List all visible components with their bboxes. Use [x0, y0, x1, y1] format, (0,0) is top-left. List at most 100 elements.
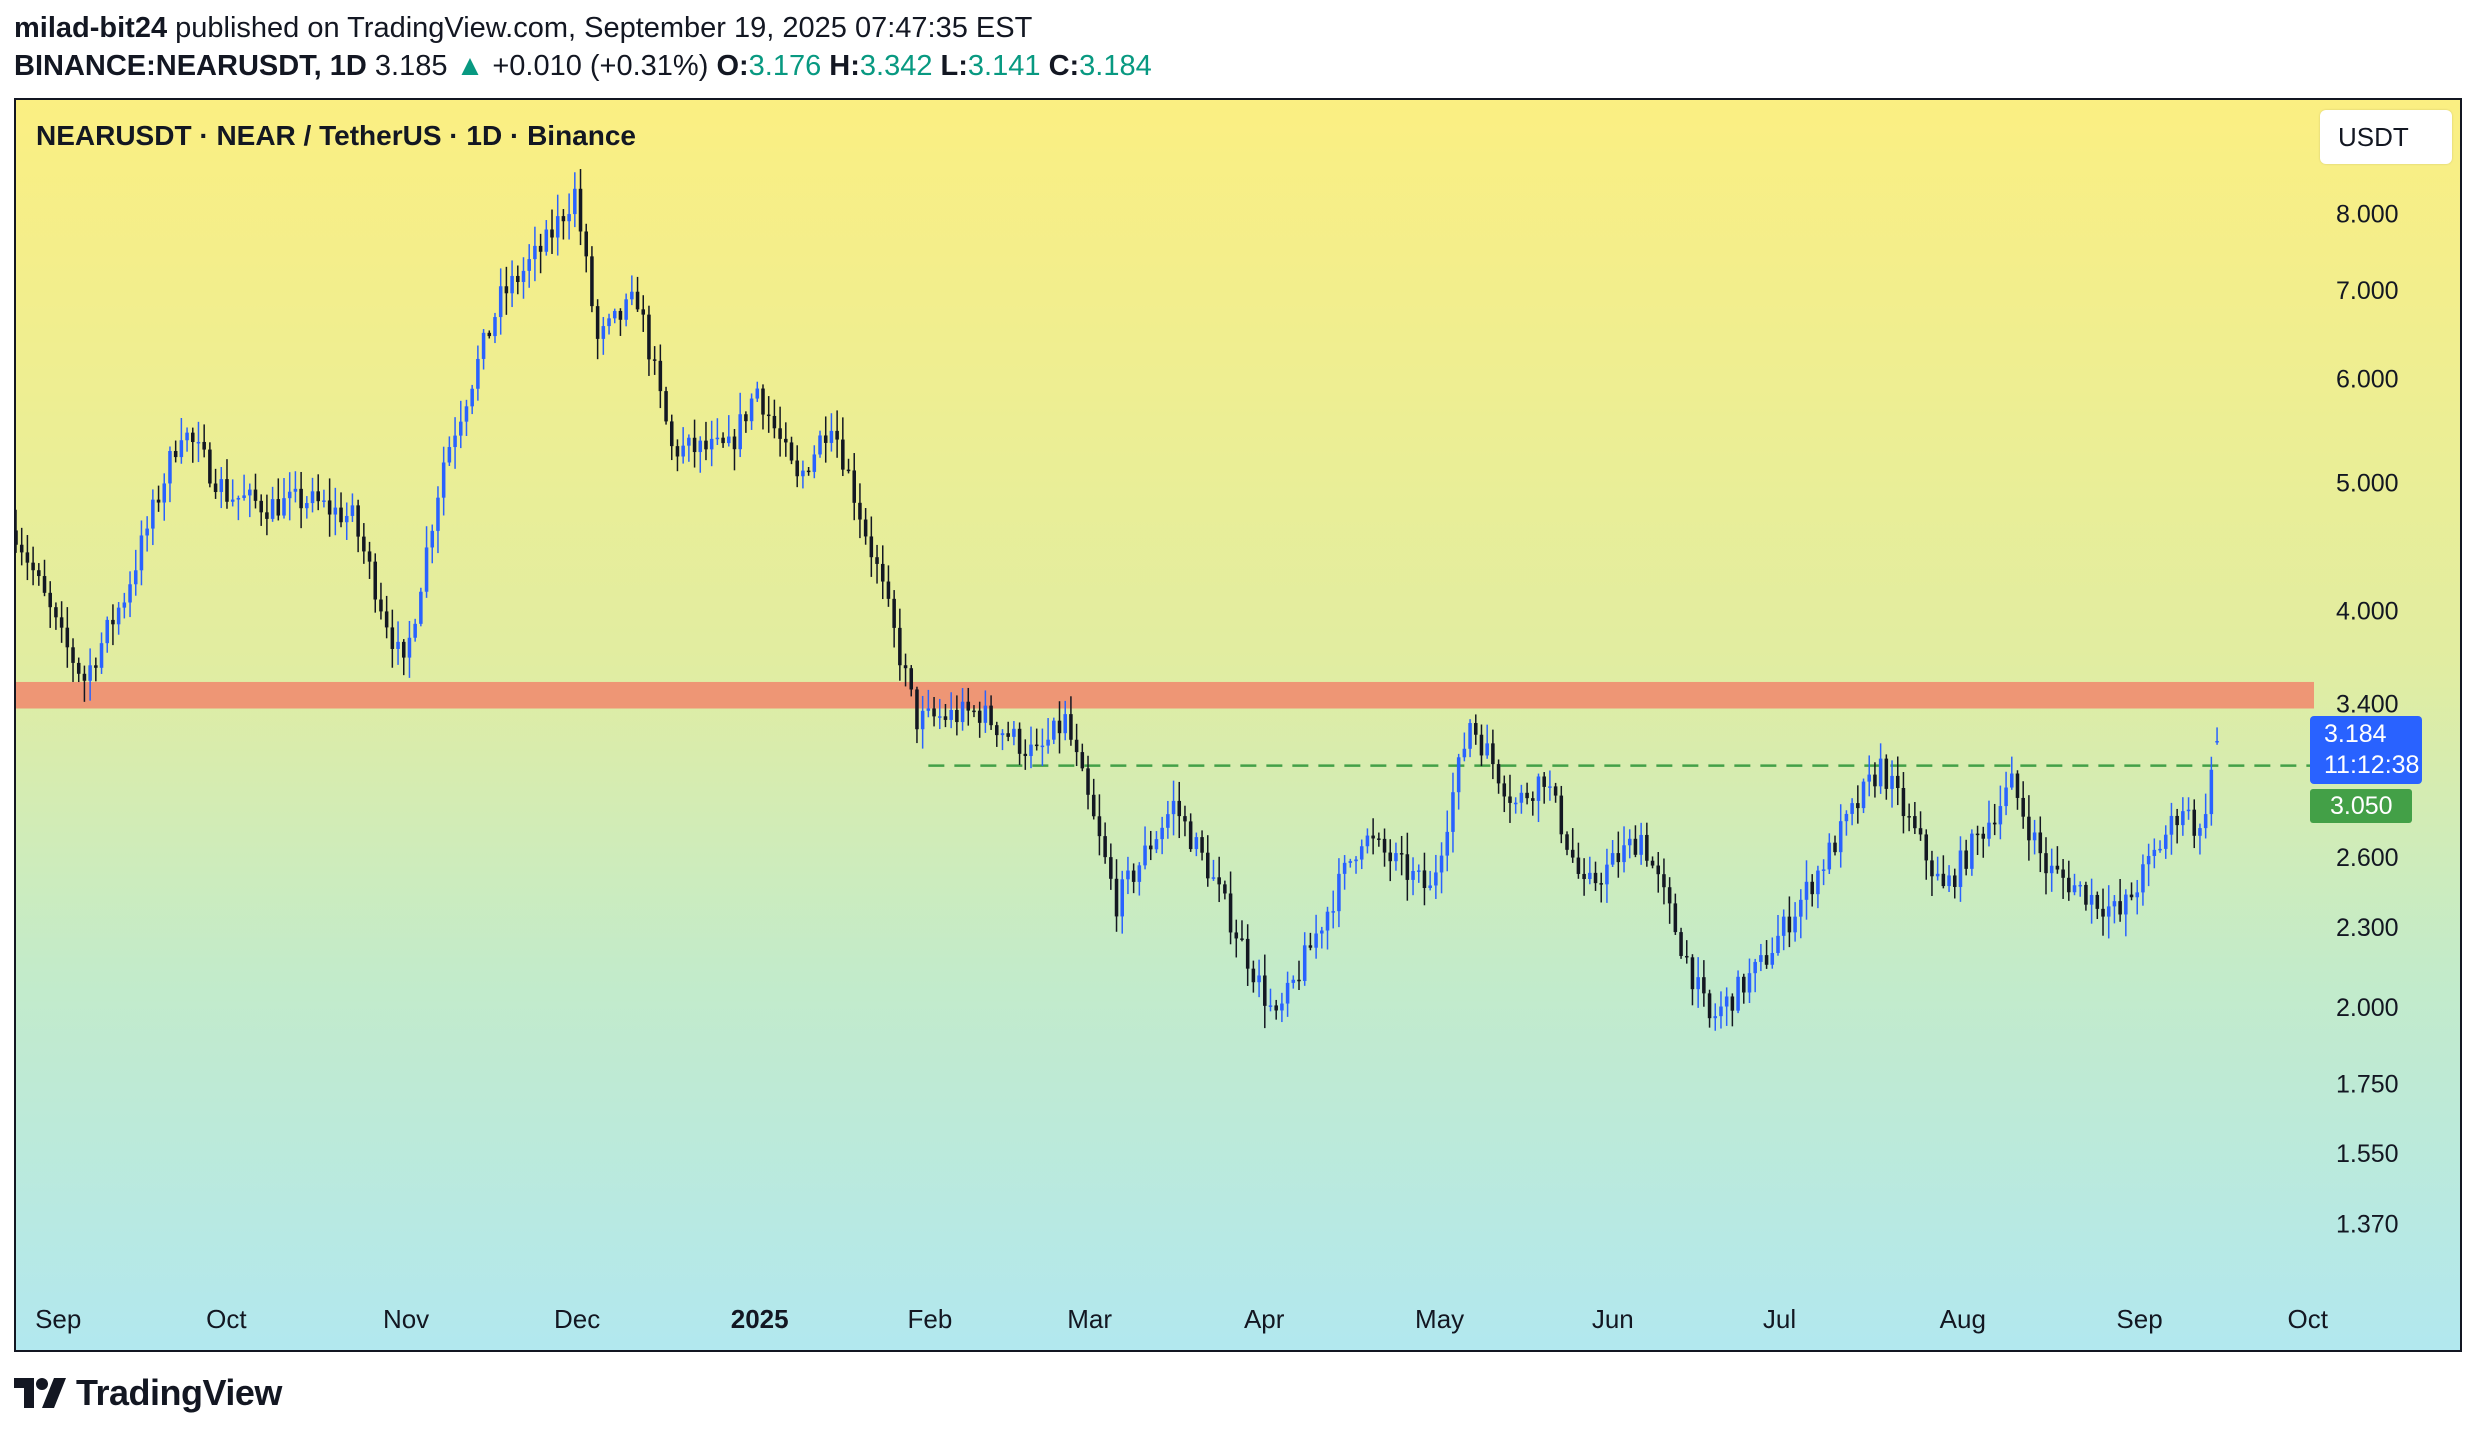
candle-body	[2209, 769, 2214, 815]
candle-body	[2106, 906, 2111, 917]
candle-body	[1639, 834, 1643, 855]
candle-body	[612, 310, 617, 319]
candle-body	[2118, 901, 2122, 915]
candle-body	[122, 602, 127, 608]
change-arrow-icon: ▲	[455, 50, 485, 82]
candle-body	[339, 507, 343, 523]
candle-body	[2198, 828, 2202, 836]
candle-body	[287, 491, 292, 499]
candle-body	[16, 530, 18, 545]
high-value: 3.342	[859, 50, 933, 82]
candle-body	[1143, 845, 1147, 866]
candle-body	[128, 584, 132, 603]
tradingview-logo[interactable]: TradingView	[14, 1368, 282, 1418]
candle-body	[2044, 853, 2048, 874]
close-value: 3.184	[1079, 50, 1152, 82]
published-text: published on TradingView.com, September …	[167, 12, 1033, 44]
candle-body	[2163, 834, 2168, 849]
candle-body	[350, 505, 355, 516]
candle-body	[550, 229, 554, 238]
candle-body	[2089, 894, 2094, 905]
candle-body	[1850, 803, 1854, 814]
candle-body	[1228, 893, 1233, 933]
candle-body	[259, 500, 263, 513]
candle-body	[111, 619, 115, 625]
candle-body	[1576, 857, 1581, 874]
candle-body	[1833, 842, 1837, 853]
candle-body	[1947, 875, 1951, 887]
candle-body	[2112, 901, 2117, 907]
candle-body	[1137, 865, 1142, 882]
candle-body	[1508, 796, 1512, 803]
candle-body	[704, 440, 708, 450]
candle-body	[664, 391, 668, 422]
candle-body	[2141, 864, 2145, 893]
candle-body	[1023, 753, 1028, 757]
candle-body	[19, 544, 24, 553]
x-axis-tick-label: Jul	[1763, 1304, 1796, 1334]
candle-body	[1684, 955, 1689, 958]
candle-body	[230, 499, 235, 502]
candle-body	[1548, 786, 1552, 788]
candle-body	[2129, 894, 2134, 898]
candle-body	[481, 332, 486, 359]
candle-body	[1867, 774, 1871, 782]
author-name[interactable]: milad-bit24	[14, 12, 168, 44]
candle-body	[863, 519, 868, 537]
candle-body	[407, 637, 412, 658]
candle-body	[995, 725, 999, 736]
last-price-tag-value: 3.184	[2324, 720, 2387, 748]
candle-body	[727, 436, 731, 444]
candle-body	[647, 314, 651, 360]
candle-body	[829, 430, 834, 443]
candle-body	[521, 270, 526, 282]
candle-body	[578, 188, 583, 232]
candle-body	[145, 528, 149, 536]
candle-body	[624, 299, 628, 320]
candle-body	[1382, 838, 1387, 853]
candle-body	[25, 552, 30, 563]
candle-body	[1057, 720, 1062, 734]
candle-body	[920, 710, 925, 730]
candle-body	[65, 627, 70, 648]
candle-body	[419, 591, 423, 624]
candle-body	[584, 231, 588, 257]
candle-body	[1884, 758, 1889, 789]
candle-body	[2203, 814, 2208, 829]
candle-body	[1610, 853, 1615, 865]
candle-body	[1331, 911, 1335, 913]
candle-body	[1148, 845, 1153, 850]
candle-body	[344, 515, 349, 523]
candle-body	[1359, 846, 1364, 860]
candle-body	[1485, 743, 1489, 756]
chart-pane[interactable]: 8.000 7.000 6.000 5.000 4.000 3.400 2.600 2.300…	[14, 98, 2462, 1352]
price-chart[interactable]: 8.000 7.000 6.000 5.000 4.000 3.400 2.600 2.300…	[16, 100, 2460, 1350]
candle-body	[567, 214, 571, 222]
candle-body	[168, 450, 172, 484]
candle-body	[179, 440, 184, 458]
candle-body	[875, 557, 879, 564]
candle-body	[1531, 798, 1535, 801]
x-axis-tick-label: Oct	[2287, 1304, 2328, 1334]
candle-body	[1103, 836, 1107, 858]
candle-body	[1166, 814, 1170, 828]
candle-body	[156, 499, 161, 503]
candle-body	[37, 570, 41, 577]
candle-body	[1645, 834, 1649, 861]
candle-body	[1930, 860, 1934, 877]
candle-body	[1627, 838, 1632, 846]
candle-body	[1662, 874, 1666, 888]
candle-body	[487, 332, 492, 337]
candle-body	[630, 291, 634, 300]
candle-body	[669, 421, 674, 447]
candle-body	[1000, 733, 1005, 736]
candle-body	[1605, 864, 1609, 885]
candle-body	[1405, 854, 1410, 880]
currency-button[interactable]: USDT	[2320, 110, 2452, 164]
candle-body	[1217, 877, 1221, 885]
candle-body	[1952, 875, 1957, 887]
candle-body	[1804, 881, 1809, 900]
candle-body	[310, 491, 315, 504]
candle-body	[105, 619, 110, 644]
candle-body	[82, 673, 87, 681]
